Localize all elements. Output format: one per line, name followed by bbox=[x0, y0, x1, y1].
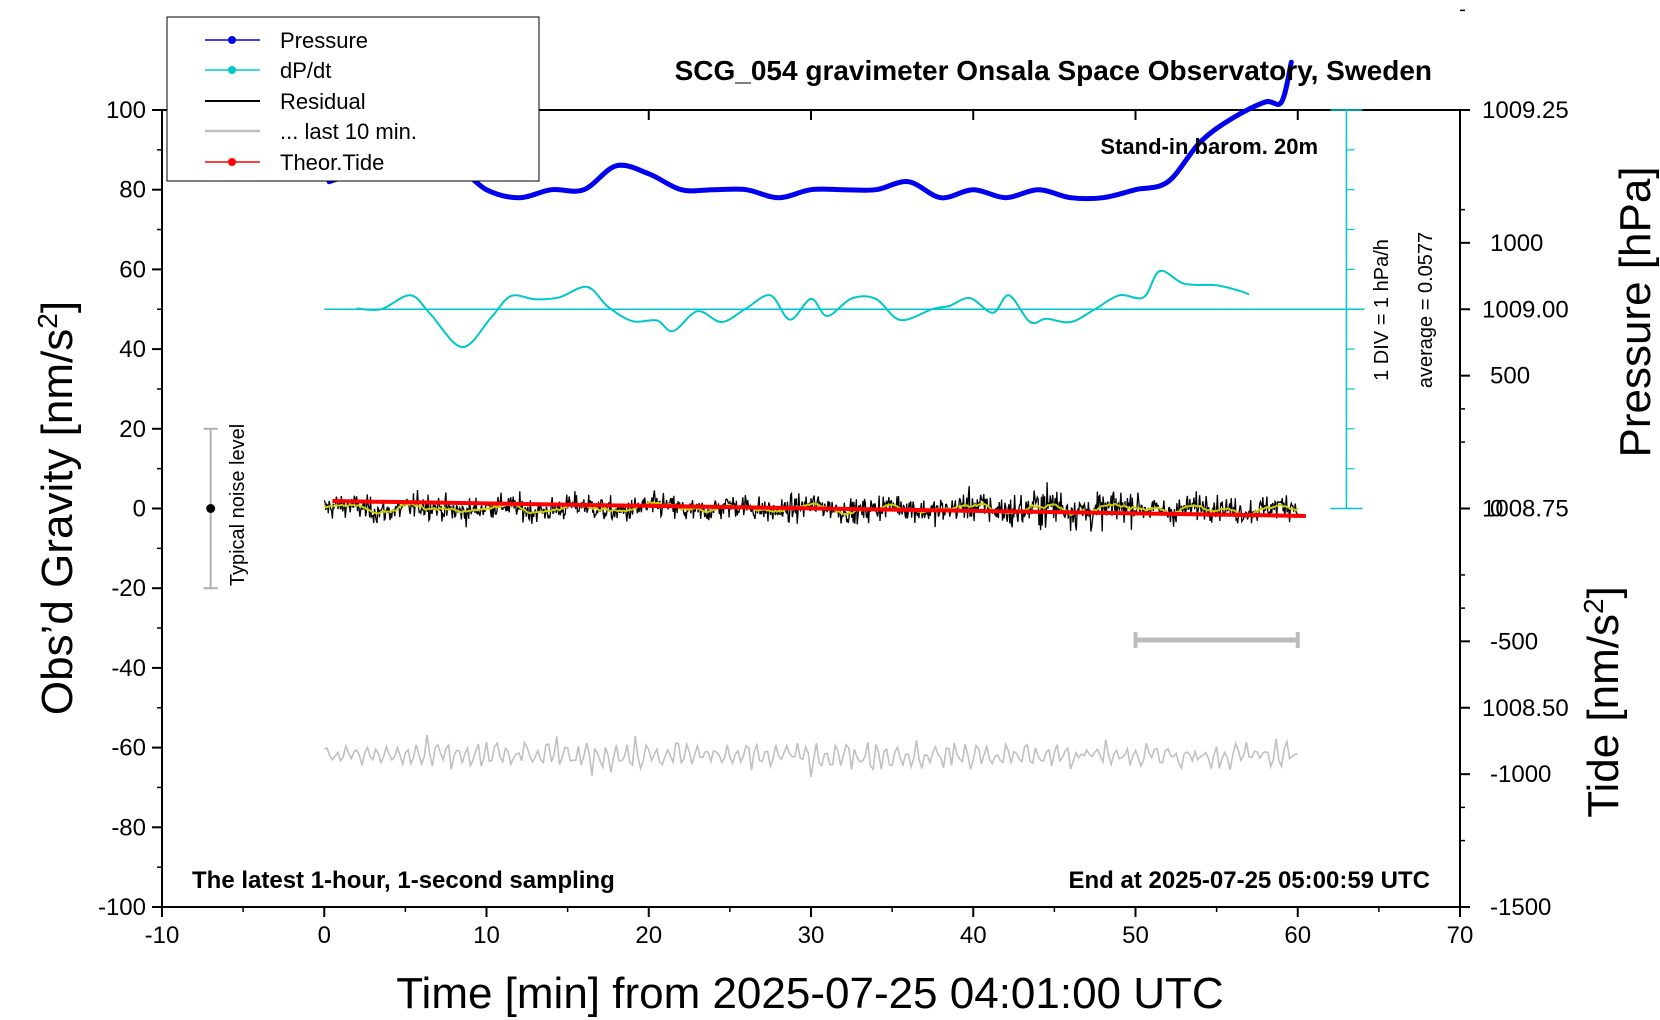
y-axis-title-left: Obs’d Gravity [nm/s2] bbox=[32, 301, 83, 715]
theor-tide-line bbox=[332, 499, 1306, 518]
annotation-end-time: End at 2025-07-25 05:00:59 UTC bbox=[1069, 867, 1431, 894]
legend-marker-dpdt bbox=[228, 66, 236, 74]
legend-label-pressure: Pressure bbox=[280, 28, 368, 53]
y-tick-label: -100 bbox=[98, 894, 146, 921]
tide-tick-label: 0 bbox=[1490, 496, 1503, 523]
tide-tick-label: -1500 bbox=[1490, 894, 1551, 921]
pressure-tick-label: 1009.25 bbox=[1482, 97, 1569, 124]
y-axis-title-tide: Tide [nm/s2] bbox=[1578, 586, 1629, 818]
x-tick-label: 10 bbox=[473, 922, 500, 949]
tide-tick-label: -1000 bbox=[1490, 761, 1551, 788]
legend: Pressure dP/dt Residual ... last 10 min.… bbox=[166, 16, 540, 182]
legend-label-residual: Residual bbox=[280, 89, 366, 114]
y-tick-label: 60 bbox=[119, 256, 146, 283]
pressure-line bbox=[326, 59, 1294, 202]
x-tick-label: -10 bbox=[145, 922, 180, 949]
annotation-dpdt-scale: 1 DIV = 1 hPa/h bbox=[1371, 239, 1393, 381]
legend-item-residual: Residual bbox=[205, 89, 366, 114]
y-tick-label: -20 bbox=[111, 575, 146, 602]
y-axis-title-pressure: Pressure [hPa] bbox=[1611, 166, 1660, 457]
y-axis-title-left-end: ] bbox=[33, 301, 82, 313]
annotation-sampling: The latest 1-hour, 1-second sampling bbox=[192, 867, 615, 894]
y-tick-label: 40 bbox=[119, 336, 146, 363]
legend-marker-pressure bbox=[228, 36, 236, 44]
legend-item-dpdt: dP/dt bbox=[205, 58, 331, 83]
pressure-tick-label: 1009.00 bbox=[1482, 296, 1569, 323]
y-axis-title-tide-main: Tide [nm/s bbox=[1579, 614, 1628, 818]
legend-item-last-10-min: ... last 10 min. bbox=[205, 119, 417, 144]
y-tick-label: 100 bbox=[106, 97, 146, 124]
last-10-min-line bbox=[323, 734, 1298, 777]
legend-box bbox=[166, 16, 540, 182]
y-tick-label: -60 bbox=[111, 735, 146, 762]
x-tick-label: 70 bbox=[1447, 922, 1474, 949]
annotation-barometer: Stand-in barom. 20m bbox=[1100, 134, 1318, 159]
annotation-dpdt-average: average = 0.0577 bbox=[1415, 232, 1437, 388]
y-axis-title-tide-end: ] bbox=[1579, 586, 1628, 598]
x-tick-label: 60 bbox=[1284, 922, 1311, 949]
legend-label-theor-tide: Theor.Tide bbox=[280, 150, 384, 175]
dpdt-line bbox=[356, 269, 1250, 349]
y-tick-label: 20 bbox=[119, 416, 146, 443]
x-tick-label: 30 bbox=[798, 922, 825, 949]
legend-label-last-10-min: ... last 10 min. bbox=[280, 119, 417, 144]
tide-tick-label: 1000 bbox=[1490, 230, 1543, 257]
x-tick-label: 40 bbox=[960, 922, 987, 949]
y-axis-title-left-main: Obs’d Gravity [nm/s bbox=[33, 329, 82, 715]
axis-ticks-group: -10 0 10 20 30 40 50 60 70100806040200-20-40-60-… bbox=[98, 9, 1569, 949]
legend-marker-theor-tide bbox=[228, 158, 236, 166]
x-tick-label: 0 bbox=[318, 922, 331, 949]
noise-bar-center-dot bbox=[206, 504, 216, 513]
y-tick-label: -40 bbox=[111, 655, 146, 682]
tide-tick-label: 500 bbox=[1490, 363, 1530, 390]
x-axis-title: Time [min] from 2025-07-25 04:01:00 UTC bbox=[396, 969, 1223, 1018]
series-layer bbox=[203, 59, 1365, 777]
pressure-tick-label: 1008.50 bbox=[1482, 695, 1569, 722]
legend-label-dpdt: dP/dt bbox=[280, 58, 331, 83]
x-tick-label: 50 bbox=[1122, 922, 1149, 949]
pressure-tick-label: 1008.75 bbox=[1482, 496, 1569, 523]
y-axis-title-tide-sup: 2 bbox=[1578, 598, 1609, 614]
annotation-noise-level: Typical noise level bbox=[227, 424, 249, 586]
legend-item-pressure: Pressure bbox=[205, 28, 368, 53]
chart-title: SCG_054 gravimeter Onsala Space Observat… bbox=[675, 55, 1432, 86]
tide-tick-label: -500 bbox=[1490, 628, 1538, 655]
residual-smoothed-line bbox=[323, 501, 1299, 518]
x-tick-label: 20 bbox=[635, 922, 662, 949]
legend-item-theor-tide: Theor.Tide bbox=[205, 150, 384, 175]
y-tick-label: 0 bbox=[133, 496, 146, 523]
y-axis-title-left-sup: 2 bbox=[32, 313, 63, 329]
y-tick-label: -80 bbox=[111, 814, 146, 841]
y-tick-label: 80 bbox=[119, 177, 146, 204]
